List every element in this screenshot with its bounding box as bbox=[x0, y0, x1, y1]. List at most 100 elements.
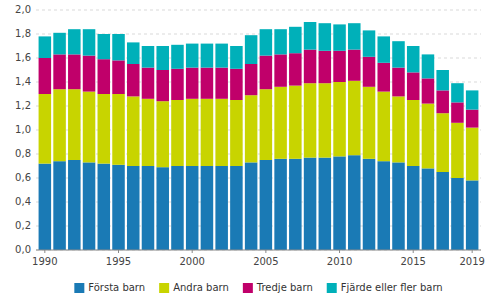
bar-segment bbox=[127, 42, 140, 64]
bar-segment bbox=[245, 35, 258, 64]
bar-segment bbox=[98, 34, 111, 59]
bar-segment bbox=[68, 160, 81, 250]
bar-segment bbox=[333, 156, 346, 250]
grid-line bbox=[36, 250, 481, 251]
x-tick bbox=[339, 250, 340, 253]
bar-segment bbox=[407, 46, 420, 72]
x-tick bbox=[265, 250, 266, 253]
bar-segment bbox=[451, 123, 464, 178]
bar-segment bbox=[53, 54, 66, 89]
grid-line bbox=[36, 10, 481, 11]
bar-segment bbox=[466, 128, 479, 181]
bar-segment bbox=[156, 70, 169, 101]
y-tick-label: 1,2 bbox=[15, 100, 31, 111]
y-tick-label: 2,0 bbox=[15, 4, 31, 15]
bar-segment bbox=[142, 166, 155, 250]
bar-segment bbox=[436, 90, 449, 113]
bar-segment bbox=[304, 22, 317, 50]
bar-segment bbox=[348, 155, 361, 250]
bar-segment bbox=[201, 68, 214, 99]
bar-segment bbox=[333, 82, 346, 156]
bar-segment bbox=[245, 162, 258, 250]
bar-segment bbox=[260, 29, 273, 55]
bar-segment bbox=[407, 72, 420, 100]
bar-segment bbox=[171, 166, 184, 250]
y-tick-label: 1,6 bbox=[15, 52, 31, 63]
legend-item: Första barn bbox=[74, 282, 145, 293]
series-bars bbox=[39, 155, 479, 250]
y-tick-label: 0,4 bbox=[15, 196, 31, 207]
bar-segment bbox=[245, 64, 258, 95]
bar-segment bbox=[68, 54, 81, 89]
bar-segment bbox=[230, 100, 243, 166]
bar-segment bbox=[171, 100, 184, 166]
x-tick bbox=[192, 250, 193, 253]
legend-swatch bbox=[327, 283, 337, 293]
x-axis-line bbox=[36, 250, 481, 251]
y-tick-label: 1,0 bbox=[15, 124, 31, 135]
bar-segment bbox=[39, 94, 52, 164]
legend-swatch bbox=[74, 283, 84, 293]
bar-segment bbox=[377, 161, 390, 250]
bar-segment bbox=[392, 41, 405, 67]
bar-segment bbox=[377, 36, 390, 62]
bar-segment bbox=[363, 57, 376, 87]
legend-swatch bbox=[243, 283, 253, 293]
bar-segment bbox=[377, 63, 390, 92]
x-tick-labels: 1990199520002005201020152019 bbox=[32, 250, 485, 267]
bar-segment bbox=[98, 94, 111, 164]
bar-segment bbox=[436, 113, 449, 172]
bar-segment bbox=[392, 96, 405, 162]
bar-segment bbox=[363, 159, 376, 250]
bar-segment bbox=[53, 161, 66, 250]
bar-segment bbox=[363, 30, 376, 56]
x-tick bbox=[413, 250, 414, 253]
bar-segment bbox=[319, 51, 332, 83]
bar-segment bbox=[363, 87, 376, 159]
y-tick-label: 0,6 bbox=[15, 172, 31, 183]
bar-segment bbox=[260, 89, 273, 160]
bar-segment bbox=[68, 29, 81, 54]
bar-segment bbox=[289, 53, 302, 85]
legend-label: Tredje barn bbox=[256, 282, 313, 293]
bar-segment bbox=[304, 158, 317, 250]
bar-segment bbox=[245, 95, 258, 162]
series-bars bbox=[39, 22, 479, 110]
bar-segment bbox=[201, 166, 214, 250]
bar-segment bbox=[274, 87, 287, 159]
bar-segment bbox=[142, 99, 155, 166]
y-tick-label: 0,8 bbox=[15, 148, 31, 159]
legend-label: Andra barn bbox=[173, 282, 229, 293]
bar-segment bbox=[451, 83, 464, 102]
bar-segment bbox=[127, 64, 140, 96]
bar-segment bbox=[319, 158, 332, 250]
chart: 0,00,20,40,60,81,01,21,41,61,82,01990199… bbox=[0, 0, 491, 302]
x-tick bbox=[44, 250, 45, 253]
bar-segment bbox=[319, 83, 332, 157]
bar-segment bbox=[333, 24, 346, 50]
bar-segment bbox=[451, 102, 464, 122]
bar-segment bbox=[289, 86, 302, 159]
y-grid bbox=[36, 10, 481, 250]
x-tick-label: 2019 bbox=[459, 256, 484, 267]
y-tick-label: 1,8 bbox=[15, 28, 31, 39]
legend-label: Första barn bbox=[88, 282, 145, 293]
bar-segment bbox=[112, 34, 125, 60]
bar-segment bbox=[230, 69, 243, 100]
bar-segment bbox=[98, 164, 111, 250]
bar-segment bbox=[215, 44, 228, 68]
bar-segment bbox=[260, 56, 273, 90]
bar-segment bbox=[289, 27, 302, 53]
bar-segment bbox=[83, 92, 96, 163]
bar-segment bbox=[407, 100, 420, 166]
bar-segment bbox=[436, 172, 449, 250]
bar-segment bbox=[215, 68, 228, 99]
bar-segment bbox=[112, 165, 125, 250]
bar-segment bbox=[274, 54, 287, 86]
x-tick bbox=[472, 250, 473, 253]
bar-segment bbox=[186, 166, 199, 250]
bar-segment bbox=[186, 68, 199, 99]
bar-segment bbox=[348, 81, 361, 155]
bar-segment bbox=[156, 167, 169, 250]
bar-segment bbox=[186, 99, 199, 166]
